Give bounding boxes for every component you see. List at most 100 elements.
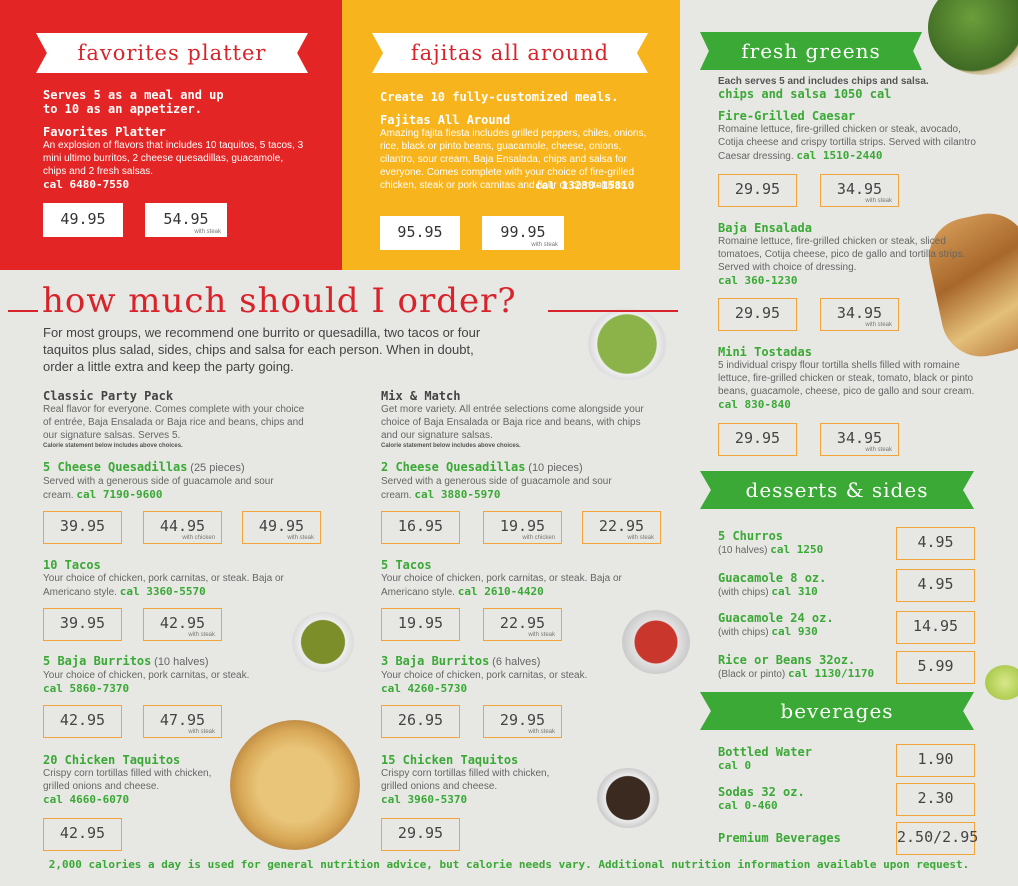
fajitas-price-steak: 99.95 with steak — [482, 216, 564, 250]
price-sub-label: with steak — [188, 632, 215, 638]
price-value: 19.95 — [499, 517, 546, 535]
item-cal: cal 0 — [718, 759, 752, 772]
item-name: Guacamole 24 oz. — [718, 611, 834, 625]
price-value: 29.95 — [499, 711, 546, 729]
favorites-ribbon: favorites platter — [36, 33, 308, 73]
favorites-lead: Serves 5 as a meal and up to 10 as an ap… — [43, 88, 224, 116]
item-desc: Served with a generous side of guacamole… — [43, 476, 274, 501]
price-value: 22.95 — [499, 614, 546, 632]
price-value: 34.95 — [836, 180, 883, 198]
howmuch-intro: For most groups, we recommend one burrit… — [43, 325, 481, 374]
price-box: 34.95 with steak — [820, 174, 899, 207]
price-value: 39.95 — [59, 614, 106, 632]
item-desc: Crispy corn tortillas filled with chicke… — [381, 768, 550, 792]
price-value: 29.95 — [397, 824, 444, 842]
title-rule-left — [8, 310, 38, 312]
favorites-name: Favorites Platter — [43, 125, 166, 139]
price-sub-label: with steak — [865, 322, 892, 328]
title-rule-right — [548, 310, 678, 312]
fajitas-name: Fajitas All Around — [380, 113, 511, 127]
mix-note: Calorie statement below includes above c… — [381, 443, 521, 449]
price-value: 22.95 — [598, 517, 645, 535]
price-value: 54.95 — [163, 210, 209, 228]
item-name: Guacamole 8 oz. — [718, 571, 827, 585]
price-value: 16.95 — [397, 517, 444, 535]
price-box: 19.95 with chicken — [483, 511, 562, 544]
greens-item-2: Mini Tostadas 5 individual crispy flour … — [718, 346, 988, 412]
item-desc: Your choice of chicken, pork carnitas, o… — [43, 670, 250, 681]
mix-item-3: 15 Chicken Taquitos Crispy corn tortilla… — [381, 754, 576, 807]
price-box: 19.95 — [381, 608, 460, 641]
price-value: 2.30 — [917, 789, 954, 807]
greens-item-0: Fire-Grilled Caesar Romaine lettuce, fir… — [718, 110, 988, 163]
price-value: 14.95 — [912, 617, 959, 635]
item-desc: Romaine lettuce, fire-grilled chicken or… — [718, 124, 976, 162]
item-desc: Served with a generous side of guacamole… — [381, 476, 612, 501]
favorites-panel: favorites platter Serves 5 as a meal and… — [0, 0, 342, 270]
price-sub-label: with steak — [865, 198, 892, 204]
price-sub-label: with steak — [188, 729, 215, 735]
item-cal: cal 0-460 — [718, 799, 778, 812]
price-box: 29.95 — [381, 818, 460, 851]
item-name: 5 Tacos — [381, 558, 432, 572]
item-name: 5 Cheese Quesadillas — [43, 460, 188, 474]
item-cal: cal 930 — [771, 625, 818, 638]
howmuch-title: how much should I order? — [42, 281, 517, 321]
item-cal: cal 310 — [771, 585, 818, 598]
beverages-ribbon: beverages — [700, 692, 974, 730]
item-pieces: (10 halves) — [154, 656, 209, 668]
price-box: 39.95 — [43, 511, 122, 544]
item-name: Bottled Water — [718, 745, 812, 759]
item-sub: (10 halves) — [718, 545, 768, 556]
beverages-item-1: Sodas 32 oz. cal 0-460 — [718, 786, 888, 813]
price-sub-label: with steak — [531, 242, 558, 248]
mix-item-1: 5 Tacos Your choice of chicken, pork car… — [381, 559, 631, 599]
price-value: 5.99 — [917, 657, 954, 675]
price-value: 26.95 — [397, 711, 444, 729]
price-box: 44.95 with chicken — [143, 511, 222, 544]
price-value: 34.95 — [836, 304, 883, 322]
price-box: 4.95 — [896, 527, 975, 560]
price-value: 42.95 — [59, 711, 106, 729]
price-box: 4.95 — [896, 569, 975, 602]
price-value: 99.95 — [500, 223, 546, 241]
price-box: 42.95 — [43, 705, 122, 738]
item-desc: Your choice of chicken, pork carnitas, o… — [381, 573, 622, 598]
price-value: 49.95 — [258, 517, 305, 535]
item-desc: 5 individual crispy flour tortilla shell… — [718, 360, 975, 397]
price-value: 4.95 — [917, 575, 954, 593]
price-box: 47.95 with steak — [143, 705, 222, 738]
favorites-price-steak: 54.95 with steak — [145, 203, 227, 237]
pico-de-gallo-bowl-image — [622, 610, 690, 674]
price-box: 49.95 with steak — [242, 511, 321, 544]
beverages-item-0: Bottled Water cal 0 — [718, 745, 888, 773]
item-name: Fire-Grilled Caesar — [718, 109, 856, 123]
price-sub-label: with chicken — [182, 535, 215, 541]
price-value: 4.95 — [917, 533, 954, 551]
fajitas-price: 95.95 — [380, 216, 460, 250]
mix-header: Mix & Match Get more variety. All entrée… — [381, 390, 651, 450]
item-name: Premium Beverages — [718, 831, 841, 845]
fajitas-panel: fajitas all around Create 10 fully-custo… — [342, 0, 680, 270]
favorites-text: Serves 5 as a meal and up to 10 as an ap… — [43, 88, 303, 191]
desserts-item-3: Rice or Beans 32oz. (Black or pinto) cal… — [718, 654, 898, 681]
item-desc: Your choice of chicken, pork carnitas, o… — [381, 670, 588, 681]
beans-bowl-image — [597, 768, 659, 828]
favorites-price: 49.95 — [43, 203, 123, 237]
item-name: Baja Ensalada — [718, 221, 812, 235]
item-cal: cal 830-840 — [718, 398, 791, 411]
classic-note: Calorie statement below includes above c… — [43, 443, 183, 449]
desserts-ribbon: desserts & sides — [700, 471, 974, 509]
item-cal: cal 3960-5370 — [381, 793, 468, 806]
item-desc: Romaine lettuce, fire-grilled chicken or… — [718, 236, 966, 273]
fajitas-cal: cal 13230-15810 — [535, 179, 635, 192]
salad-bowl-image — [928, 0, 1018, 75]
item-cal: cal 1510-2440 — [796, 149, 883, 162]
mix-item-2: 3 Baja Burritos (6 halves) Your choice o… — [381, 655, 631, 696]
greens-chips: chips and salsa 1050 cal — [718, 87, 892, 101]
mix-desc: Get more variety. All entrée selections … — [381, 404, 644, 441]
price-box: 22.95 with steak — [582, 511, 661, 544]
desserts-item-2: Guacamole 24 oz. (with chips) cal 930 — [718, 612, 898, 639]
item-cal: cal 1250 — [770, 543, 824, 556]
